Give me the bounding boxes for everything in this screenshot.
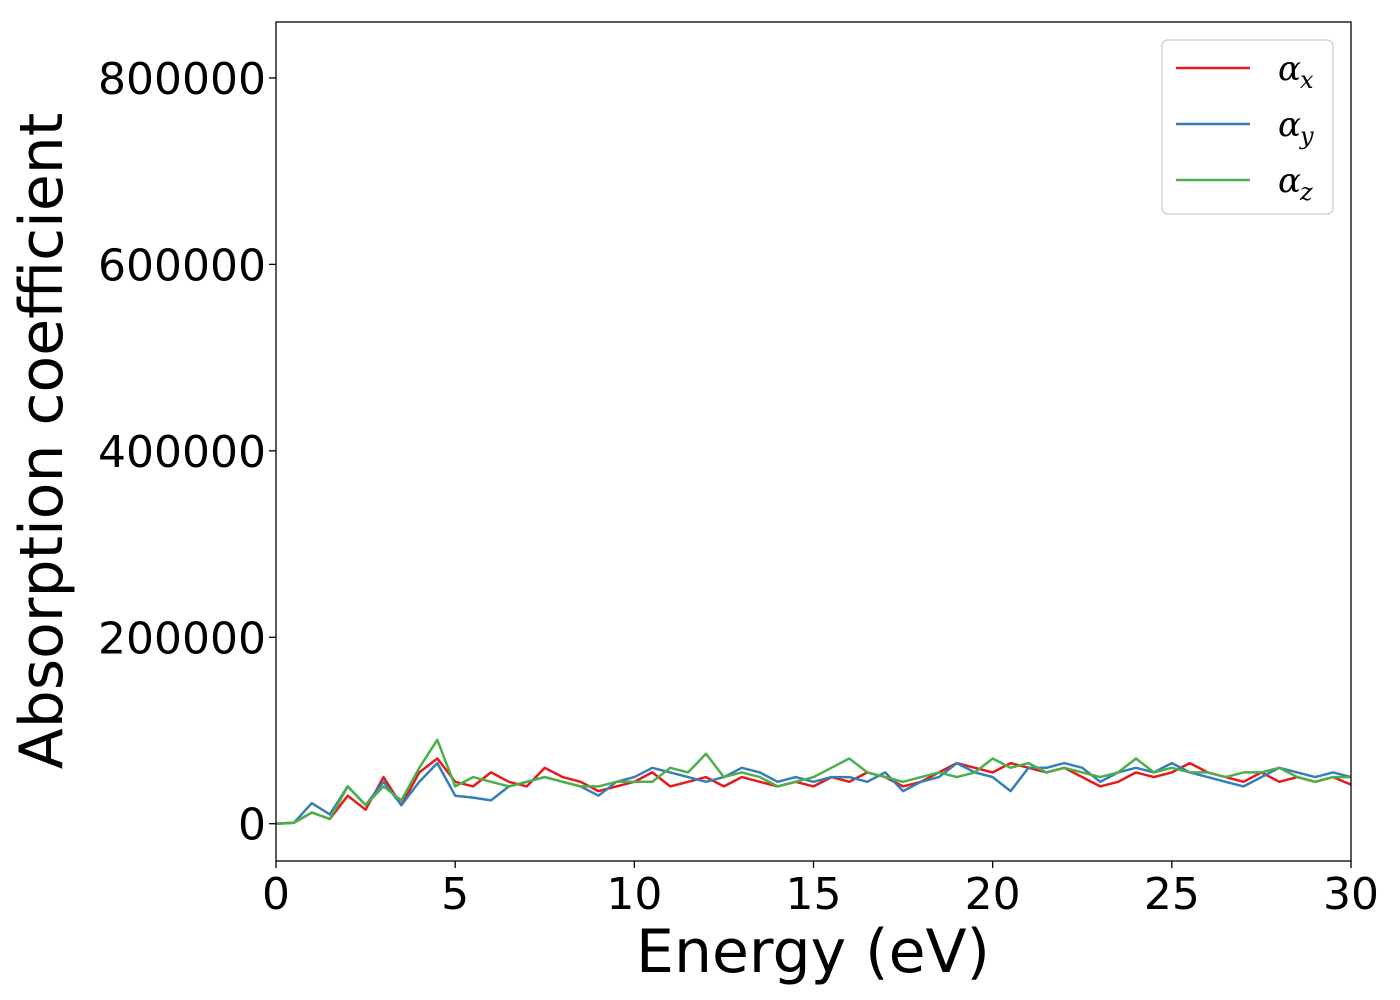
x-tick-label: 10 <box>606 869 662 920</box>
legend-label-alpha-y: α <box>1278 105 1301 145</box>
series-line-alpha-z <box>275 738 1351 825</box>
series-line-alpha-x <box>275 757 1352 825</box>
legend-label-alpha-x: α <box>1278 49 1301 89</box>
series-line-alpha-y <box>275 761 1352 825</box>
x-axis-title: Energy (eV) <box>636 917 990 987</box>
x-tick-label: 20 <box>965 869 1021 920</box>
x-tick-label: 25 <box>1144 869 1200 920</box>
legend-subscript-y: y <box>1299 122 1314 150</box>
legend-subscript-z: z <box>1299 178 1313 206</box>
y-tick-label: 0 <box>238 800 266 851</box>
x-axis: 0 5 10 15 20 25 30 <box>262 861 1379 920</box>
legend: α xα yα z <box>1161 39 1334 215</box>
legend-subscript-x: x <box>1300 66 1314 94</box>
series-layer <box>275 738 1352 825</box>
x-tick-label: 15 <box>786 869 842 920</box>
y-axis: 0 200000 400000 600000 800000 <box>98 54 276 851</box>
legend-frame <box>1161 39 1334 215</box>
y-tick-label: 400000 <box>98 427 266 478</box>
x-tick-label: 30 <box>1323 869 1379 920</box>
y-tick-label: 200000 <box>98 613 266 664</box>
x-tick-label: 5 <box>441 869 469 920</box>
legend-label-alpha-z: α <box>1278 161 1301 201</box>
x-tick-label: 0 <box>262 869 290 920</box>
y-axis-title: Absorption coefficient <box>7 113 77 770</box>
y-tick-label: 800000 <box>98 54 266 105</box>
y-tick-label: 600000 <box>98 240 266 291</box>
